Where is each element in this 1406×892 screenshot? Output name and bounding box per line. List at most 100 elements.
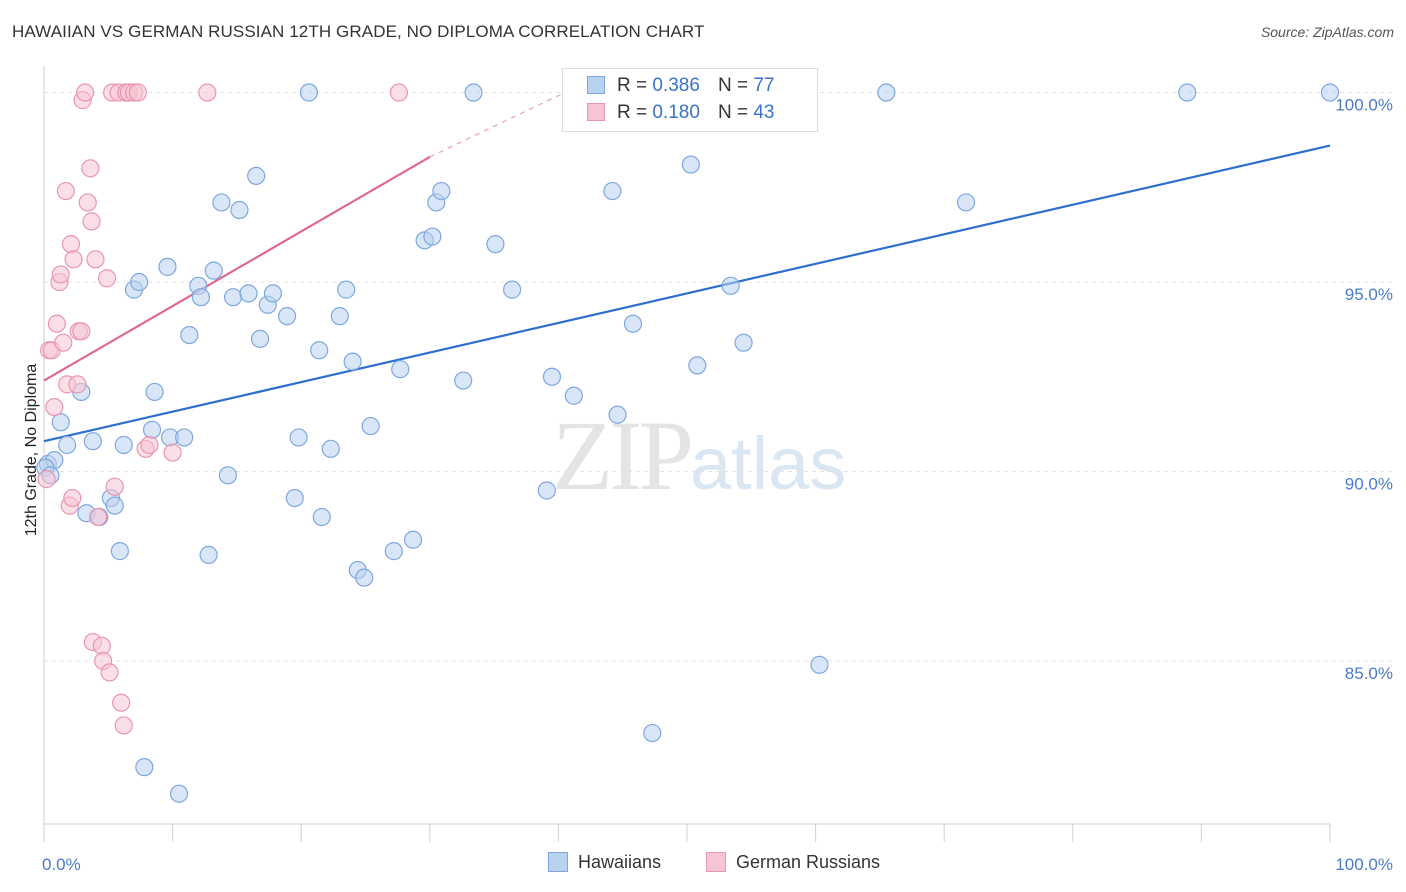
legend-item-hawaiians[interactable]: Hawaiians <box>548 852 661 873</box>
trend-line-german-russians <box>43 156 431 382</box>
point-hawaiians <box>361 416 380 436</box>
point-hawaiians <box>145 382 164 402</box>
point-hawaiians <box>263 284 283 303</box>
point-hawaiians <box>355 568 374 587</box>
point-hawaiians <box>877 83 896 102</box>
n-value: 43 <box>753 102 775 123</box>
legend-label: German Russians <box>736 852 881 872</box>
legend-swatch-pink <box>706 852 726 872</box>
x-tick-label: 100.0% <box>1335 855 1393 874</box>
point-hawaiians <box>432 181 451 201</box>
point-german-russians <box>86 250 105 269</box>
point-hawaiians <box>1320 83 1340 102</box>
point-hawaiians <box>169 784 189 803</box>
point-german-russians <box>72 322 91 341</box>
point-german-russians <box>51 265 70 284</box>
point-hawaiians <box>212 193 231 212</box>
stats-legend: R = 0.386 N = 77 R = 0.180 N = 43 <box>562 68 818 132</box>
point-german-russians <box>114 716 133 735</box>
y-tick-label: 85.0% <box>1345 664 1393 683</box>
point-german-russians <box>64 250 83 269</box>
point-hawaiians <box>223 288 243 307</box>
point-german-russians <box>63 488 82 508</box>
point-german-russians <box>56 181 75 201</box>
point-hawaiians <box>542 367 562 386</box>
legend-row-hawaiians: R = 0.386 N = 77 <box>587 75 774 99</box>
n-value: 77 <box>753 75 775 96</box>
r-value: 0.180 <box>652 102 700 123</box>
point-german-russians <box>198 83 217 102</box>
point-hawaiians <box>454 371 473 390</box>
point-hawaiians <box>603 181 622 201</box>
trend-lines <box>43 91 1331 443</box>
point-hawaiians <box>403 530 423 549</box>
point-german-russians <box>112 693 131 712</box>
point-hawaiians <box>191 288 210 307</box>
legend-label: Hawaiians <box>578 852 662 872</box>
axes <box>43 66 1331 842</box>
point-german-russians <box>92 636 111 655</box>
trend-line-extension <box>429 91 566 158</box>
point-hawaiians <box>423 227 442 246</box>
data-points <box>36 83 1340 803</box>
point-hawaiians <box>721 276 740 295</box>
point-hawaiians <box>130 272 149 292</box>
point-hawaiians <box>643 723 662 743</box>
legend-item-german-russians[interactable]: German Russians <box>706 852 880 873</box>
point-hawaiians <box>247 166 266 186</box>
point-hawaiians <box>299 83 319 102</box>
point-hawaiians <box>239 284 258 303</box>
tick-labels: 85.0% 90.0% 95.0% 100.0% 0.0% 100.0% <box>42 96 1393 874</box>
point-hawaiians <box>956 193 976 212</box>
point-hawaiians <box>230 200 249 220</box>
point-hawaiians <box>199 545 218 565</box>
point-hawaiians <box>384 542 403 561</box>
point-hawaiians <box>608 405 627 424</box>
point-hawaiians <box>688 356 707 375</box>
point-german-russians <box>54 333 73 352</box>
trend-line-hawaiians <box>43 144 1331 443</box>
point-german-russians <box>61 235 81 254</box>
point-hawaiians <box>58 435 77 455</box>
point-hawaiians <box>623 314 643 333</box>
point-german-russians <box>128 83 147 102</box>
n-label: N = <box>717 75 749 96</box>
point-hawaiians <box>1178 83 1197 102</box>
point-german-russians <box>81 159 100 178</box>
point-hawaiians <box>114 435 133 455</box>
point-hawaiians <box>51 413 70 432</box>
point-german-russians <box>76 83 95 102</box>
legend-row-german-russians: R = 0.180 N = 43 <box>587 102 774 126</box>
y-tick-label: 90.0% <box>1345 475 1393 494</box>
point-hawaiians <box>250 329 270 348</box>
point-hawaiians <box>285 488 304 508</box>
point-german-russians <box>88 507 108 527</box>
point-hawaiians <box>204 261 223 280</box>
point-hawaiians <box>218 466 237 485</box>
point-hawaiians <box>110 542 129 561</box>
chart-title: HAWAIIAN VS GERMAN RUSSIAN 12TH GRADE, N… <box>12 22 705 41</box>
point-hawaiians <box>175 428 194 447</box>
point-hawaiians <box>810 655 829 674</box>
point-hawaiians <box>486 235 505 254</box>
legend-swatch-blue <box>548 852 568 872</box>
point-hawaiians <box>105 496 124 515</box>
point-hawaiians <box>391 360 410 379</box>
point-hawaiians <box>734 333 753 352</box>
point-hawaiians <box>312 507 331 527</box>
series-legend: Hawaiians German Russians <box>0 852 1406 878</box>
point-hawaiians <box>180 325 199 345</box>
point-hawaiians <box>330 307 349 326</box>
point-hawaiians <box>337 280 356 299</box>
point-hawaiians <box>310 341 329 360</box>
point-german-russians <box>97 269 117 288</box>
point-german-russians <box>389 83 409 102</box>
n-label: N = <box>717 102 749 123</box>
x-tick-label: 0.0% <box>42 855 81 874</box>
y-axis-label: 12th Grade, No Diploma <box>23 364 40 537</box>
point-hawaiians <box>681 155 700 174</box>
point-hawaiians <box>83 432 102 451</box>
point-hawaiians <box>503 280 522 299</box>
r-label: R = <box>617 102 648 123</box>
